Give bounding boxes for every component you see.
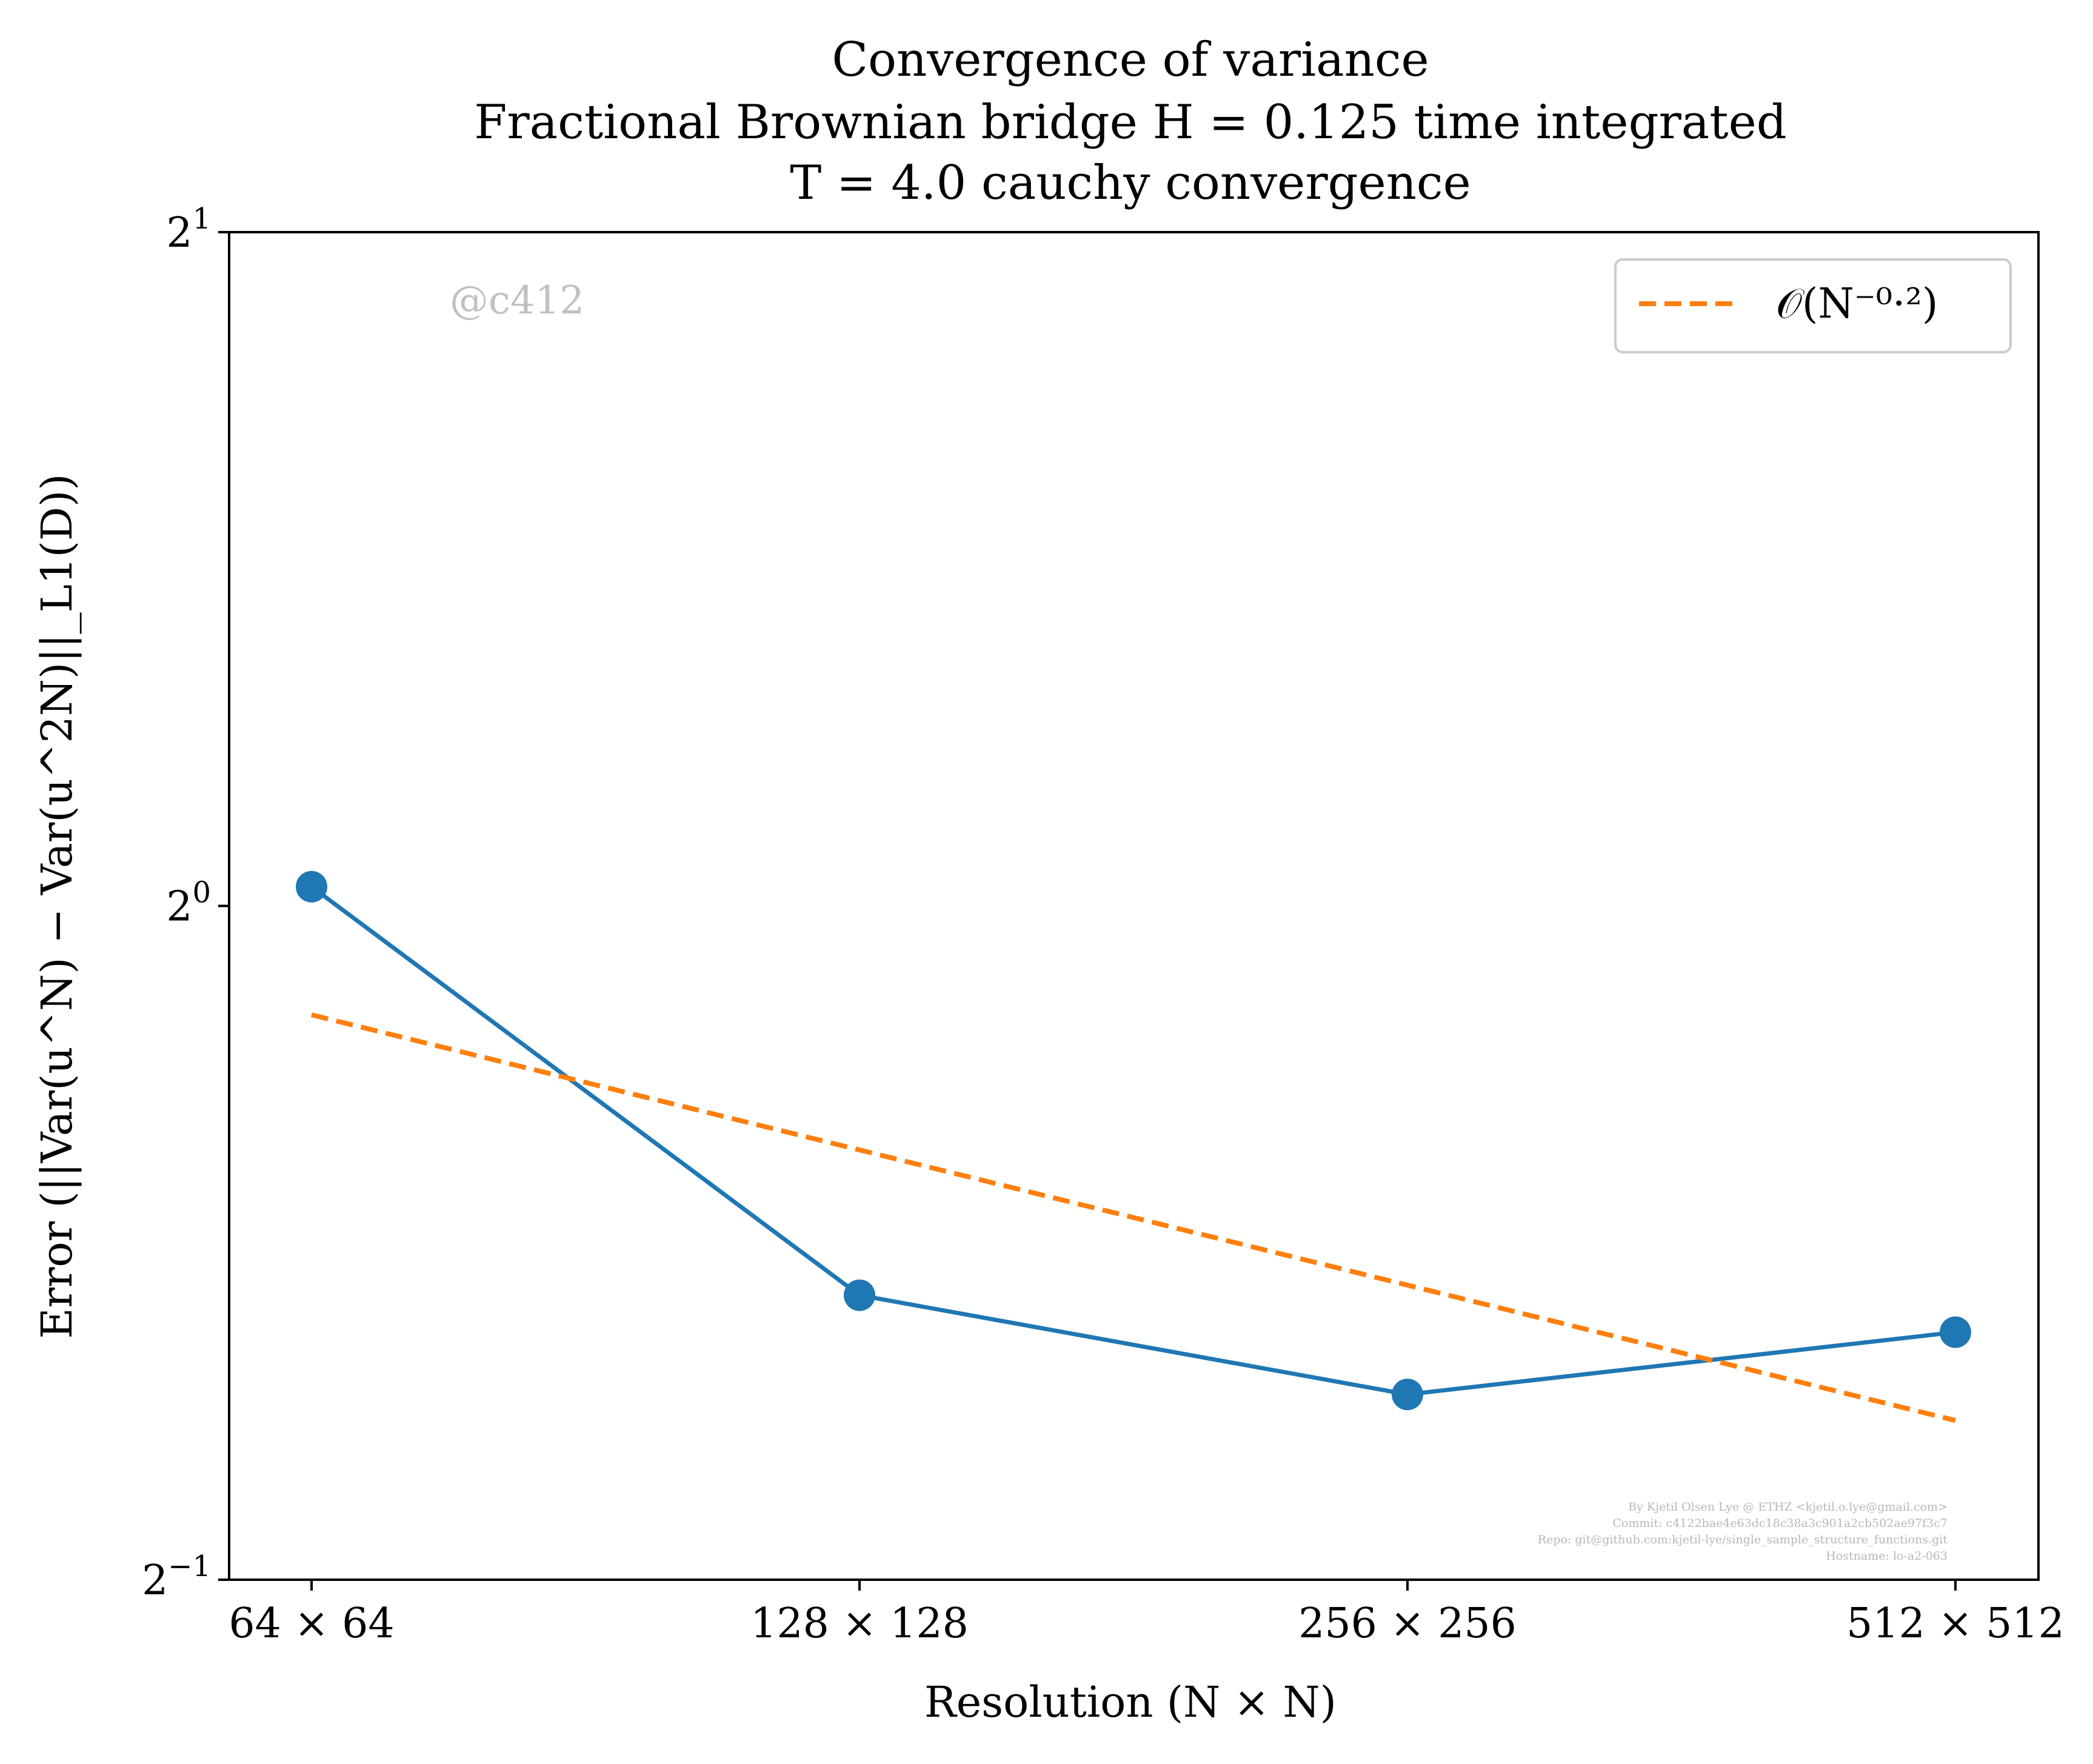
legend-label: 𝒪(N⁻⁰·²) [1776,280,1938,328]
plot-frame [228,231,2040,1581]
credit-line-1: By Kjetil Olsen Lye @ ETHZ <kjetil.o.lye… [1628,1500,1948,1514]
y-tick-label: 21 [166,202,211,257]
legend: 𝒪(N⁻⁰·²) [1614,258,2012,353]
x-tick-label: 512 × 512 [1846,1600,2065,1648]
title-line-1: Convergence of variance [832,33,1429,87]
y-axis-ticks: 21 20 2−1 [142,202,229,1605]
credit-line-2: Commit: c4122bae4e63dc18c38a3c901a2cb502… [1612,1517,1948,1530]
y-axis-label: Error (||Var(u^N) − Var(u^2N)||_L1(D)) [32,473,82,1338]
x-tick-label: 128 × 128 [750,1600,969,1648]
title-line-2: Fractional Brownian bridge H = 0.125 tim… [474,95,1786,150]
credit-line-4: Hostname: lo-a2-063 [1826,1549,1948,1563]
series-line-reference [311,1012,1956,1423]
credits-block: By Kjetil Olsen Lye @ ETHZ <kjetil.o.lye… [1538,1500,1948,1563]
legend-box [1614,258,2012,353]
y-tick-label: 20 [166,876,211,931]
title-line-3: T = 4.0 cauchy convergence [790,156,1471,210]
chart-title: Convergence of variance Fractional Brown… [474,33,1786,210]
data-point [296,870,327,903]
series-line-error [310,884,1956,1397]
watermark: @c412 [450,278,584,323]
data-point [1940,1316,1971,1348]
credit-line-3: Repo: git@github.com:kjetil-lye/single_s… [1538,1533,1948,1546]
data-point [844,1279,875,1311]
y-tick-label: 2−1 [142,1549,211,1605]
x-tick-label: 256 × 256 [1298,1600,1517,1648]
x-axis-ticks: 64 × 64 128 × 128 256 × 256 512 × 512 [229,1580,2065,1648]
x-axis-label: Resolution (N × N) [924,1677,1337,1727]
x-tick-label: 64 × 64 [229,1600,394,1648]
data-point [1392,1378,1423,1411]
series-layer [296,870,1971,1423]
